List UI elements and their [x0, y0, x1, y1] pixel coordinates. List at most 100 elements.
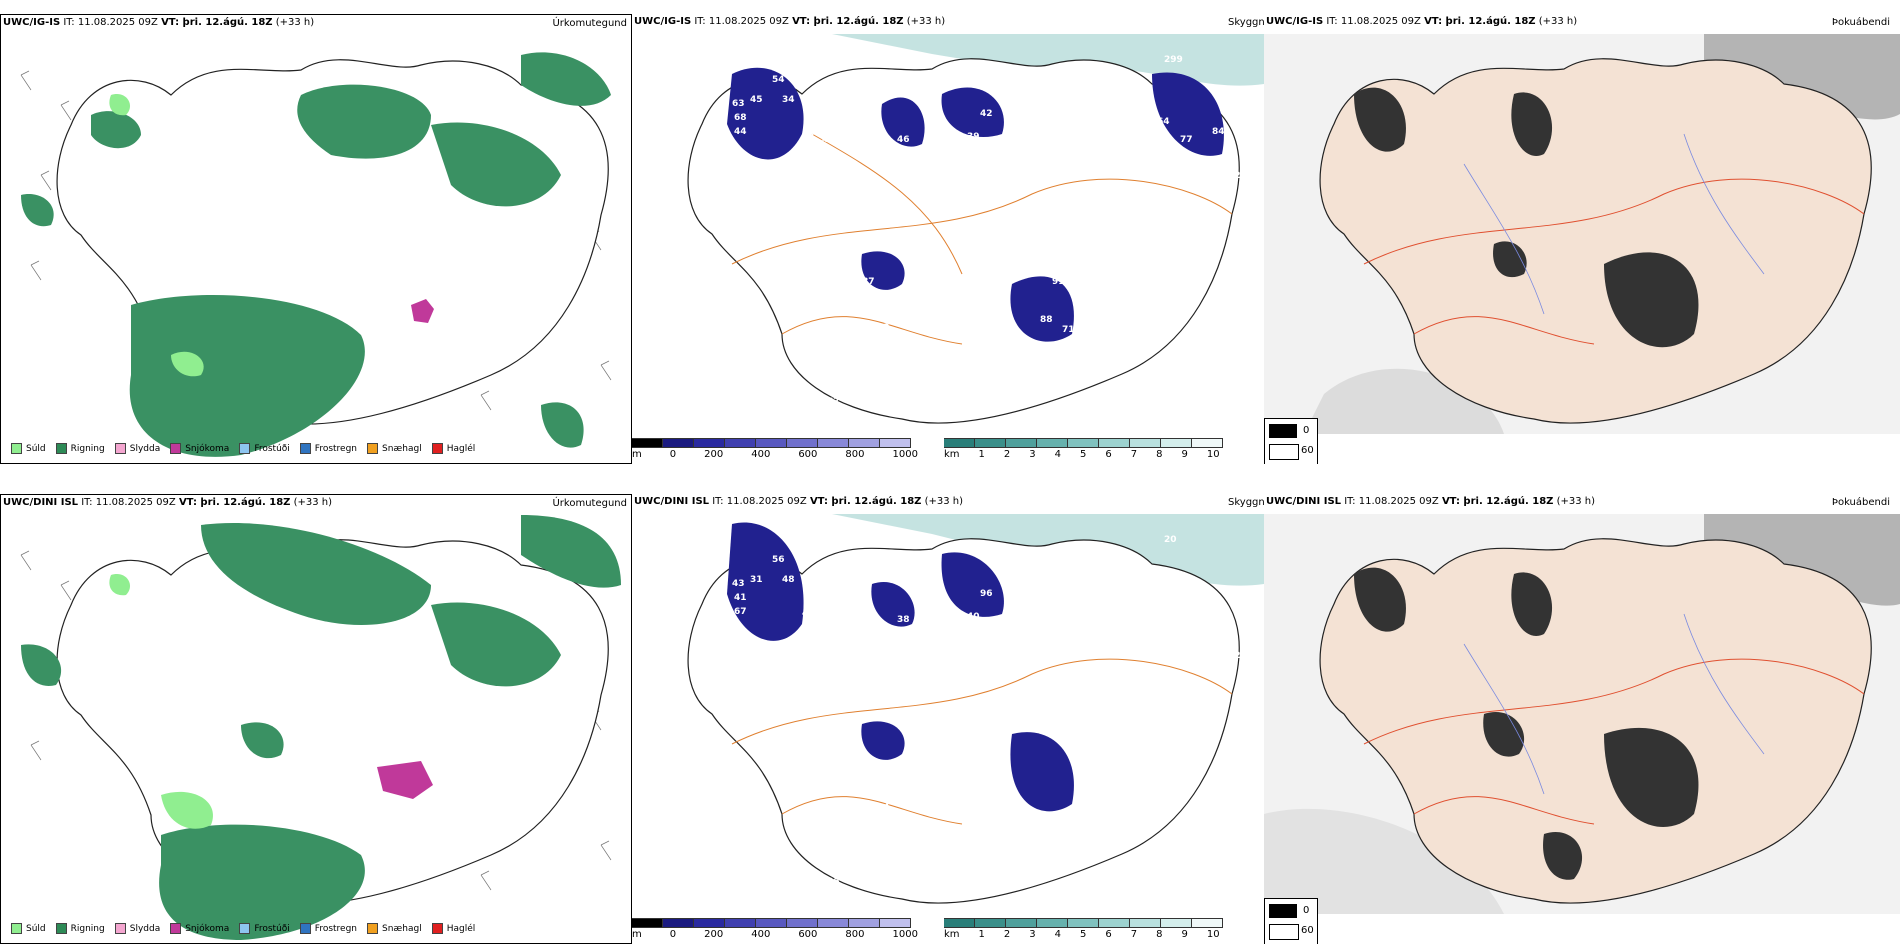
ceiling-colorbar: m 0 200 400 600 800 1000	[632, 918, 918, 940]
init-time: IT: 11.08.2025 09Z	[81, 497, 176, 508]
fog-title: Þokuábendi	[1831, 17, 1890, 28]
legend-label: Frostúði	[254, 923, 290, 934]
precip-header-bottom: UWC/DINI ISL IT: 11.08.2025 09Z VT: þri.…	[3, 497, 332, 508]
model-name: UWC/DINI ISL	[3, 497, 79, 508]
snow-area	[411, 299, 434, 323]
ceiling-value-label: 56	[782, 162, 795, 172]
road-network	[731, 658, 1233, 825]
legend-swatch	[170, 443, 182, 454]
ceiling-value-label: 205	[990, 77, 1009, 87]
legend-label: Rigning	[70, 443, 105, 454]
vis-tick: 1	[978, 929, 985, 940]
ceiling-tick: 0	[669, 449, 677, 460]
legend-swatch	[239, 923, 251, 934]
init-time: IT: 11.08.2025 09Z	[63, 17, 158, 28]
ceiling-tick: 800	[845, 929, 865, 940]
drizzle-areas	[109, 94, 204, 377]
road-network	[1363, 658, 1865, 825]
ceiling-tick: 200	[704, 929, 724, 940]
ceiling-tick: 1000	[892, 449, 918, 460]
precip-map-bottom	[20, 515, 621, 940]
vis-tick: 7	[1130, 929, 1138, 940]
vis-tick: 8	[1156, 449, 1163, 460]
model-name: UWC/DINI ISL	[634, 496, 710, 507]
ceiling-value-label: 48	[802, 609, 815, 619]
vis-panel-top: 54 63 45 34 68 44 49 41 56 55 46 43 39 33 42 87 205 141 20…	[632, 14, 1264, 464]
low-ceiling-areas	[727, 522, 1074, 812]
legend-swatch	[11, 443, 22, 454]
ceiling-value-label: 63	[732, 99, 745, 109]
precip-legend-bottom: Súld Rigning Slydda Snjókoma Frostúði Fr…	[5, 923, 475, 934]
ceiling-value-label: 35	[1132, 599, 1145, 609]
vis-tick: 6	[1105, 929, 1112, 940]
legend-swatch	[170, 923, 182, 934]
ceiling-value-label: 88	[1040, 315, 1053, 325]
ceiling-labels: 54 63 45 34 68 44 49 41 56 55 46 43 39 33 42 87 205 141 20…	[732, 55, 1247, 421]
legend-label: Haglél	[446, 923, 476, 934]
ceiling-colorbar: m 0 200 400 600 800 1000	[632, 438, 918, 460]
legend-label: Frostúði	[254, 443, 290, 454]
ceiling-value-label: 63	[1180, 615, 1193, 625]
ceiling-value-label: 71	[1062, 325, 1075, 335]
legend-swatch	[431, 443, 443, 454]
vis-tick: 2	[1003, 449, 1011, 460]
ceiling-value-label: 130	[928, 809, 947, 819]
ceiling-value-label: 56	[1212, 607, 1225, 617]
fog-header-bottom: UWC/DINI ISL IT: 11.08.2025 09Z VT: þri.…	[1266, 496, 1595, 507]
legend-swatch	[11, 923, 22, 934]
ceiling-value-label: 12	[842, 359, 855, 369]
fog-key-low: 60	[1301, 925, 1314, 936]
legend-swatch	[431, 923, 443, 934]
vis-tick: 3	[1029, 929, 1036, 940]
vis-tick: 7	[1130, 449, 1138, 460]
ceiling-value-label: 64	[1157, 117, 1170, 127]
ceiling-value-label: 26	[827, 877, 840, 887]
model-name: UWC/IG-IS	[634, 16, 692, 27]
legend-label: Frostregn	[314, 443, 358, 454]
vis-tick: 8	[1156, 929, 1163, 940]
legend-swatch	[114, 443, 126, 454]
fog-key-high: 0	[1303, 905, 1310, 916]
ceiling-value-label: 34	[782, 95, 795, 105]
ceiling-value-label: 38	[897, 615, 910, 625]
ceiling-value-label: 55	[802, 167, 815, 177]
init-time: IT: 11.08.2025 09Z	[712, 496, 807, 507]
snow-area	[377, 761, 433, 799]
valid-time: VT: þri. 12.ágú. 18Z	[809, 496, 922, 507]
vis-tick: 5	[1080, 449, 1087, 460]
lead-time: (+33 h)	[275, 17, 315, 28]
ceiling-value-label: 23	[1212, 297, 1225, 307]
vis-tick: 4	[1054, 929, 1062, 940]
ceiling-value-label: 84	[1212, 127, 1225, 137]
ceiling-value-label: 205	[1102, 87, 1121, 97]
ceiling-value-label: 67	[734, 607, 747, 617]
ceiling-value-label: 76	[842, 839, 855, 849]
lead-time: (+33 h)	[924, 496, 964, 507]
valid-time: VT: þri. 12.ágú. 18Z	[1441, 496, 1554, 507]
ceiling-value-label: 9	[1192, 287, 1198, 297]
precip-title: Úrkomutegund	[552, 18, 627, 29]
ceiling-value-label: 59	[1132, 91, 1145, 101]
ceiling-value-label: 40	[967, 612, 980, 622]
iceland-outline	[1319, 58, 1872, 424]
fog-map-bottom	[1264, 514, 1900, 914]
ceiling-value-label: 167	[1132, 119, 1151, 129]
model-name: UWC/IG-IS	[1266, 16, 1324, 27]
vis-tick: 4	[1054, 449, 1062, 460]
legend-label: Rigning	[70, 923, 105, 934]
legend-label: Snjókoma	[185, 923, 230, 934]
legend-label: Haglél	[446, 443, 476, 454]
legend-swatch	[114, 923, 126, 934]
ceiling-tick: 600	[798, 449, 818, 460]
fog-areas	[1354, 87, 1699, 348]
fog-areas	[1354, 567, 1699, 880]
vis-tick: 2	[1003, 929, 1011, 940]
ceiling-value-label: 220	[1228, 171, 1247, 181]
ceiling-unit: m	[632, 929, 642, 940]
vis-tick: 1	[978, 449, 985, 460]
ceiling-value-label: 56	[782, 642, 795, 652]
vis-tick: 3	[1029, 449, 1036, 460]
precip-panel-top: UWC/IG-IS IT: 11.08.2025 09Z VT: þri. 12…	[0, 14, 632, 464]
ceiling-value-label: 59	[1217, 635, 1230, 645]
fog-key-high: 0	[1303, 425, 1310, 436]
